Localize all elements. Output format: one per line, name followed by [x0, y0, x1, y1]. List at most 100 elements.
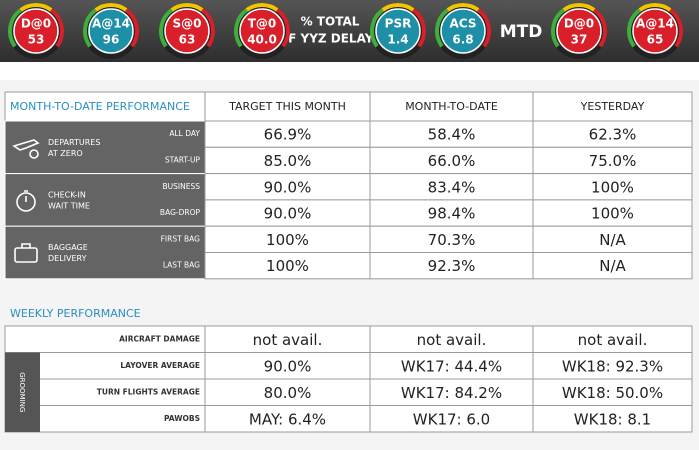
gauge-label: ACS [450, 17, 477, 31]
cell [532, 173, 693, 201]
cell [532, 378, 693, 406]
cell-value: 100% [591, 205, 634, 223]
cell-value: 100% [591, 178, 634, 196]
gauge-value: 40.0 [247, 33, 277, 47]
group-label: AT ZERO [48, 149, 83, 158]
gauge-arc [551, 8, 565, 48]
cell [204, 225, 371, 253]
gauge-face [164, 8, 210, 54]
gauge-face [556, 8, 602, 54]
header-cell [532, 91, 693, 122]
clock-icon [29, 149, 39, 159]
cell-value: WK18: 8.1 [574, 410, 651, 428]
cell-value: 98.4% [428, 205, 476, 223]
suitcase-handle [21, 243, 31, 248]
cell-value: N/A [599, 257, 626, 275]
cell [369, 252, 534, 280]
cell-value: 66.0% [428, 152, 476, 170]
cell [532, 225, 693, 253]
cell-value: 83.4% [428, 178, 476, 196]
cell [369, 146, 534, 175]
cell [204, 146, 371, 175]
gauge-arc [562, 3, 596, 12]
cell-value: 100% [266, 257, 309, 275]
cell-value: WK18: 92.3% [562, 357, 663, 375]
gauge-label: A@14 [636, 17, 674, 31]
group-label: BAGGAGE [48, 243, 88, 252]
gauge-arc [19, 3, 53, 12]
cell-value: not avail. [253, 331, 323, 349]
row-label: AIRCRAFT DAMAGE [119, 334, 200, 343]
gauge-value: 1.4 [387, 33, 408, 47]
gauge-face [88, 8, 134, 54]
gauge-label: T@0 [248, 17, 277, 31]
cell [204, 405, 371, 433]
gauge-arc [8, 8, 22, 48]
cell [204, 199, 371, 227]
row-label: ALL DAY [169, 129, 200, 138]
gauge-arc [83, 8, 97, 48]
cell [204, 378, 371, 406]
gauge-label: D@0 [564, 17, 594, 31]
row-label: FIRST BAG [161, 234, 201, 243]
label-cell [4, 325, 206, 353]
cell-value: 85.0% [264, 152, 312, 170]
gauge-label: PSR [385, 17, 412, 31]
gauge-face [375, 8, 421, 54]
table-title: WEEKLY PERFORMANCE [10, 307, 141, 320]
cell-value: not avail. [578, 331, 648, 349]
cell [204, 252, 371, 280]
cell-value: N/A [599, 231, 626, 249]
group-label: CHECK-IN [48, 190, 86, 199]
cell-value: WK18: 50.0% [562, 384, 663, 402]
header-cell [4, 91, 206, 122]
gauge-value: 65 [647, 33, 664, 47]
row-label: BAG-DROP [160, 208, 201, 217]
gauge-arc [477, 8, 491, 48]
row-label: BUSINESS [163, 182, 201, 191]
cell-value: WK17: 6.0 [413, 410, 490, 428]
cell [532, 146, 693, 175]
cell-value: 90.0% [264, 205, 312, 223]
suitcase-icon [14, 247, 38, 263]
gauge-arc [159, 8, 173, 48]
column-header: TARGET THIS MONTH [228, 100, 346, 113]
cell-value: MAY: 6.4% [249, 410, 326, 428]
cell-value: not avail. [417, 331, 487, 349]
gauge-arc [370, 8, 384, 48]
delay-caption: % TOTAL [301, 15, 360, 29]
row-label: START-UP [165, 155, 201, 164]
cell-value: 75.0% [589, 152, 637, 170]
gauge-face [239, 8, 285, 54]
group-cell [4, 225, 206, 280]
gauge-arc [201, 8, 215, 48]
gauge-arc [435, 8, 449, 48]
column-header: YESTERDAY [580, 100, 645, 113]
gauge-face [13, 8, 59, 54]
gauge-arc [170, 3, 204, 12]
cell-value: 90.0% [264, 178, 312, 196]
gauge-arc [593, 8, 607, 48]
cell [369, 120, 534, 148]
gauge-value: 37 [571, 33, 588, 47]
gauge-label: S@0 [173, 17, 202, 31]
row-label: PAWOBS [164, 414, 200, 423]
cell [532, 352, 693, 380]
gauge-arc [276, 8, 290, 48]
icons [12, 139, 40, 263]
cell-value: 80.0% [264, 384, 312, 402]
cell-value: 92.3% [428, 257, 476, 275]
gauge-arc [94, 3, 128, 12]
cell [369, 173, 534, 201]
gauge-arc [627, 8, 641, 48]
header-cell [369, 91, 534, 122]
cell [532, 120, 693, 148]
gauge-value: 63 [179, 33, 196, 47]
gauge-face [440, 8, 486, 54]
cell-value: 70.3% [428, 231, 476, 249]
gauge-arc [446, 3, 480, 12]
gauge-face [632, 8, 678, 54]
gauge-arc [125, 8, 139, 48]
gauge-arc [412, 8, 426, 48]
side-block [5, 352, 40, 432]
